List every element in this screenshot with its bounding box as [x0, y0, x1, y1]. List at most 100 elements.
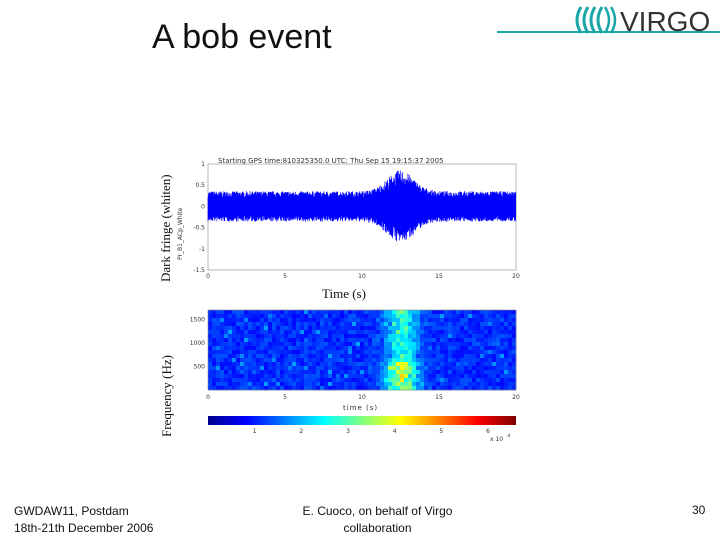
- spectrogram-cell: [368, 330, 373, 335]
- spectrogram-cell: [436, 374, 441, 379]
- spectrogram-cell: [416, 338, 421, 343]
- spectrogram-cell: [360, 322, 365, 327]
- spectrogram-cell: [248, 318, 253, 323]
- spectrogram-cell: [220, 386, 225, 391]
- spectrogram-cell: [348, 318, 353, 323]
- spectrogram-cell: [384, 350, 389, 355]
- spectrogram-cell: [396, 374, 401, 379]
- spectrogram-cell: [400, 342, 405, 347]
- spectrogram-cell: [268, 326, 273, 331]
- spectrogram-cell: [348, 342, 353, 347]
- spectrogram-cell: [252, 374, 257, 379]
- spectrogram-cell: [420, 378, 425, 383]
- spectrogram-cell: [472, 318, 477, 323]
- spectrogram-cell: [292, 354, 297, 359]
- spectrogram-cell: [476, 326, 481, 331]
- spectrogram-cell: [324, 342, 329, 347]
- spectrogram-cell: [388, 330, 393, 335]
- spectrogram-cell: [396, 382, 401, 387]
- spectrogram-cell: [216, 350, 221, 355]
- spectrogram-cell: [472, 374, 477, 379]
- spectrogram-cell: [448, 374, 453, 379]
- spectrogram-cell: [476, 338, 481, 343]
- spectrogram-cell: [500, 338, 505, 343]
- spectrogram-cell: [456, 366, 461, 371]
- spectrogram-cell: [476, 346, 481, 351]
- spectrogram-cell: [304, 374, 309, 379]
- spectrogram-cell: [384, 362, 389, 367]
- spectrogram-cell: [260, 382, 265, 387]
- spectrogram-cell: [364, 350, 369, 355]
- spectrogram-cell: [500, 374, 505, 379]
- time-series-x-tick: 0: [206, 273, 210, 280]
- spectrogram-cell: [396, 346, 401, 351]
- spectrogram-cell: [500, 370, 505, 375]
- spectrogram-cell: [348, 382, 353, 387]
- spectrogram-cell: [492, 362, 497, 367]
- spectrogram-cell: [348, 330, 353, 335]
- spectrogram-cell: [432, 314, 437, 319]
- spectrogram-cell: [456, 378, 461, 383]
- spectrogram-cell: [452, 338, 457, 343]
- spectrogram-cell: [256, 322, 261, 327]
- spectrogram-cell: [460, 346, 465, 351]
- spectrogram-cell: [476, 378, 481, 383]
- spectrogram-cell: [264, 322, 269, 327]
- spectrogram-cell: [428, 330, 433, 335]
- spectrogram-cell: [340, 318, 345, 323]
- spectrogram-cell: [460, 382, 465, 387]
- spectrogram-cell: [388, 338, 393, 343]
- spectrogram-cell: [348, 374, 353, 379]
- spectrogram-cell: [336, 330, 341, 335]
- spectrogram-cell: [508, 386, 513, 391]
- spectrogram-cell: [284, 386, 289, 391]
- spectrogram-cell: [356, 362, 361, 367]
- spectrogram-cell: [496, 322, 501, 327]
- spectrogram-cell: [448, 362, 453, 367]
- spectrogram-cell: [476, 342, 481, 347]
- spectrogram-cell: [468, 370, 473, 375]
- spectrogram-cell: [328, 310, 333, 315]
- spectrogram-cell: [344, 322, 349, 327]
- spectrogram-cell: [316, 338, 321, 343]
- spectrogram-cell: [356, 318, 361, 323]
- spectrogram-cell: [420, 374, 425, 379]
- spectrogram-cell: [224, 358, 229, 363]
- spectrogram-cell: [404, 362, 409, 367]
- spectrogram-y-tick: 1500: [190, 316, 205, 323]
- spectrogram-cell: [220, 330, 225, 335]
- spectrogram-cell: [304, 350, 309, 355]
- spectrogram-cell: [276, 346, 281, 351]
- spectrogram-cell: [452, 314, 457, 319]
- spectrogram-cell: [296, 318, 301, 323]
- spectrogram-cell: [304, 382, 309, 387]
- spectrogram-cell: [296, 330, 301, 335]
- spectrogram-cell: [324, 330, 329, 335]
- spectrogram-cell: [360, 358, 365, 363]
- spectrogram-cell: [216, 334, 221, 339]
- spectrogram-cell: [248, 378, 253, 383]
- spectrogram-cell: [264, 374, 269, 379]
- spectrogram-cell: [464, 342, 469, 347]
- spectrogram-cell: [380, 386, 385, 391]
- spectrogram-cell: [372, 370, 377, 375]
- spectrogram-cell: [436, 310, 441, 315]
- spectrogram-cell: [312, 318, 317, 323]
- spectrogram-cell: [360, 374, 365, 379]
- spectrogram-cell: [444, 382, 449, 387]
- spectrogram-cell: [272, 326, 277, 331]
- spectrogram-cell: [260, 358, 265, 363]
- spectrogram-cell: [396, 338, 401, 343]
- spectrogram-cell: [480, 342, 485, 347]
- spectrogram-cell: [464, 358, 469, 363]
- spectrogram-cell: [388, 366, 393, 371]
- spectrogram-cell: [424, 374, 429, 379]
- spectrogram-cell: [232, 358, 237, 363]
- spectrogram-cell: [400, 386, 405, 391]
- spectrogram-cell: [356, 358, 361, 363]
- spectrogram-cell: [280, 338, 285, 343]
- spectrogram-cell: [228, 310, 233, 315]
- spectrogram-cell: [340, 366, 345, 371]
- spectrogram-cell: [504, 330, 509, 335]
- spectrogram-cell: [328, 314, 333, 319]
